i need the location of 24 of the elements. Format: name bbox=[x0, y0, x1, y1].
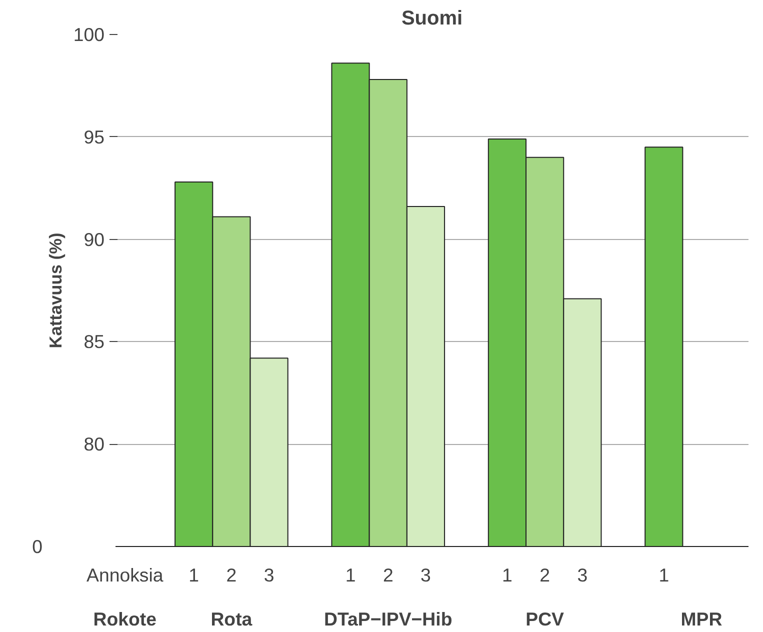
text: 1 bbox=[658, 564, 670, 586]
y-tick-label: 85 bbox=[84, 331, 105, 352]
y-tick-label: 80 bbox=[84, 434, 105, 455]
x-tick-label: PCV bbox=[526, 608, 565, 630]
text: Annoksia bbox=[86, 564, 164, 586]
text: 1 bbox=[502, 564, 512, 586]
text: Rokote bbox=[93, 608, 157, 630]
series-label: 3 bbox=[264, 564, 274, 586]
text: 2 bbox=[382, 564, 394, 586]
text: 3 bbox=[420, 564, 431, 586]
text: 0 bbox=[32, 536, 43, 557]
y-tick-label: 100 bbox=[73, 24, 105, 45]
y-tick-label: 90 bbox=[84, 228, 105, 250]
y-tick-label: 95 bbox=[84, 126, 105, 148]
y-axis-title: Kattavuus (%) bbox=[45, 232, 66, 348]
text: 1 bbox=[345, 564, 356, 586]
x-tick-label: MPR bbox=[680, 608, 723, 630]
x-tick-label: DTaP−IPV−Hib bbox=[324, 608, 452, 630]
series-label: 2 bbox=[226, 564, 237, 586]
text: 2 bbox=[540, 564, 550, 586]
text: 3 bbox=[577, 564, 588, 586]
chart-title: Suomi bbox=[401, 8, 463, 30]
x-tick-label: Rota bbox=[210, 608, 253, 630]
series-label: 1 bbox=[188, 564, 200, 586]
